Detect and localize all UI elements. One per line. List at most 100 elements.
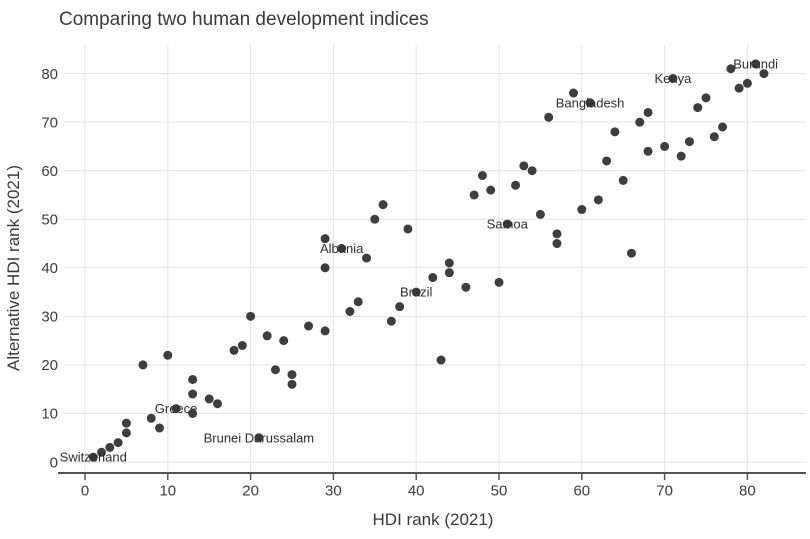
x-axis: 0 10 20 30 40 50 60 70 80 xyxy=(58,472,806,499)
data-point xyxy=(502,219,512,229)
country-labels: Switzerland Greece Brunei Darussalam Albani… xyxy=(60,56,779,464)
data-point xyxy=(171,404,181,414)
data-point xyxy=(287,370,297,380)
data-point xyxy=(759,69,769,79)
data-point xyxy=(618,175,628,185)
data-point xyxy=(188,408,198,418)
data-point xyxy=(643,107,653,117)
data-point xyxy=(163,350,173,360)
y-tick-label: 60 xyxy=(41,163,58,180)
data-point xyxy=(527,166,537,176)
data-point xyxy=(212,399,222,409)
data-point xyxy=(403,224,413,234)
data-point xyxy=(155,423,165,433)
x-tick-label: 10 xyxy=(159,482,176,499)
country-label: Kenya xyxy=(654,71,692,86)
data-point xyxy=(279,336,289,346)
data-point xyxy=(237,340,247,350)
data-point xyxy=(660,141,670,151)
data-point xyxy=(461,282,471,292)
data-point xyxy=(262,331,272,341)
data-point xyxy=(519,161,529,171)
country-label: Greece xyxy=(155,401,198,416)
country-label: Bangladesh xyxy=(556,95,625,110)
data-point xyxy=(345,306,355,316)
data-point xyxy=(552,229,562,239)
data-point xyxy=(734,83,744,93)
x-tick-label: 20 xyxy=(242,482,259,499)
data-point xyxy=(477,171,487,181)
data-point xyxy=(552,239,562,249)
data-point xyxy=(577,205,587,215)
country-label: Brazil xyxy=(400,285,433,300)
data-point xyxy=(693,103,703,113)
data-point xyxy=(386,316,396,326)
data-point xyxy=(370,214,380,224)
data-point xyxy=(320,263,330,273)
country-label: Burundi xyxy=(733,56,778,71)
data-point xyxy=(684,137,694,147)
x-tick-label: 0 xyxy=(81,482,89,499)
data-point xyxy=(610,127,620,137)
x-tick-label: 30 xyxy=(325,482,342,499)
data-point xyxy=(444,258,454,268)
data-point xyxy=(602,156,612,166)
y-tick-label: 0 xyxy=(50,454,58,471)
data-point xyxy=(469,190,479,200)
data-point xyxy=(337,243,347,253)
x-tick-label: 60 xyxy=(573,482,590,499)
data-point xyxy=(411,287,421,297)
data-point xyxy=(436,355,446,365)
data-point xyxy=(676,151,686,161)
data-point xyxy=(320,326,330,336)
data-point xyxy=(593,195,603,205)
data-point xyxy=(486,185,496,195)
x-tick-label: 40 xyxy=(408,482,425,499)
y-tick-label: 40 xyxy=(41,260,58,277)
data-point xyxy=(188,389,198,399)
x-axis-title: HDI rank (2021) xyxy=(373,510,494,529)
data-point xyxy=(751,59,761,69)
y-tick-label: 10 xyxy=(41,406,58,423)
data-point xyxy=(97,447,107,457)
data-point xyxy=(395,302,405,312)
data-point xyxy=(362,253,372,263)
data-point xyxy=(378,200,388,210)
data-point xyxy=(635,117,645,127)
data-point xyxy=(146,413,156,423)
data-point xyxy=(626,248,636,258)
country-label: Albania xyxy=(320,241,364,256)
y-tick-label: 50 xyxy=(41,212,58,229)
y-tick-label: 80 xyxy=(41,66,58,83)
data-point xyxy=(742,78,752,88)
data-point xyxy=(494,277,504,287)
y-tick-label: 20 xyxy=(41,357,58,374)
country-label: Brunei Darussalam xyxy=(204,430,315,445)
data-point xyxy=(320,234,330,244)
data-point xyxy=(726,64,736,74)
data-point xyxy=(88,452,98,462)
data-point xyxy=(254,433,264,443)
data-points xyxy=(88,59,769,462)
data-point xyxy=(353,297,363,307)
y-axis: 0 10 20 30 40 50 60 70 80 xyxy=(41,66,58,471)
data-point xyxy=(544,112,554,122)
x-tick-label: 80 xyxy=(739,482,756,499)
x-tick-label: 50 xyxy=(491,482,508,499)
y-tick-label: 70 xyxy=(41,114,58,131)
data-point xyxy=(138,360,148,370)
y-tick-label: 30 xyxy=(41,309,58,326)
country-label: Switzerland xyxy=(60,450,127,465)
data-point xyxy=(701,93,711,103)
data-point xyxy=(287,379,297,389)
chart-title: Comparing two human development indices xyxy=(59,9,429,30)
data-point xyxy=(229,345,239,355)
data-point xyxy=(121,418,131,428)
data-point xyxy=(585,98,595,108)
data-point xyxy=(204,394,214,404)
data-point xyxy=(304,321,314,331)
data-point xyxy=(444,268,454,278)
gridlines xyxy=(64,45,806,472)
